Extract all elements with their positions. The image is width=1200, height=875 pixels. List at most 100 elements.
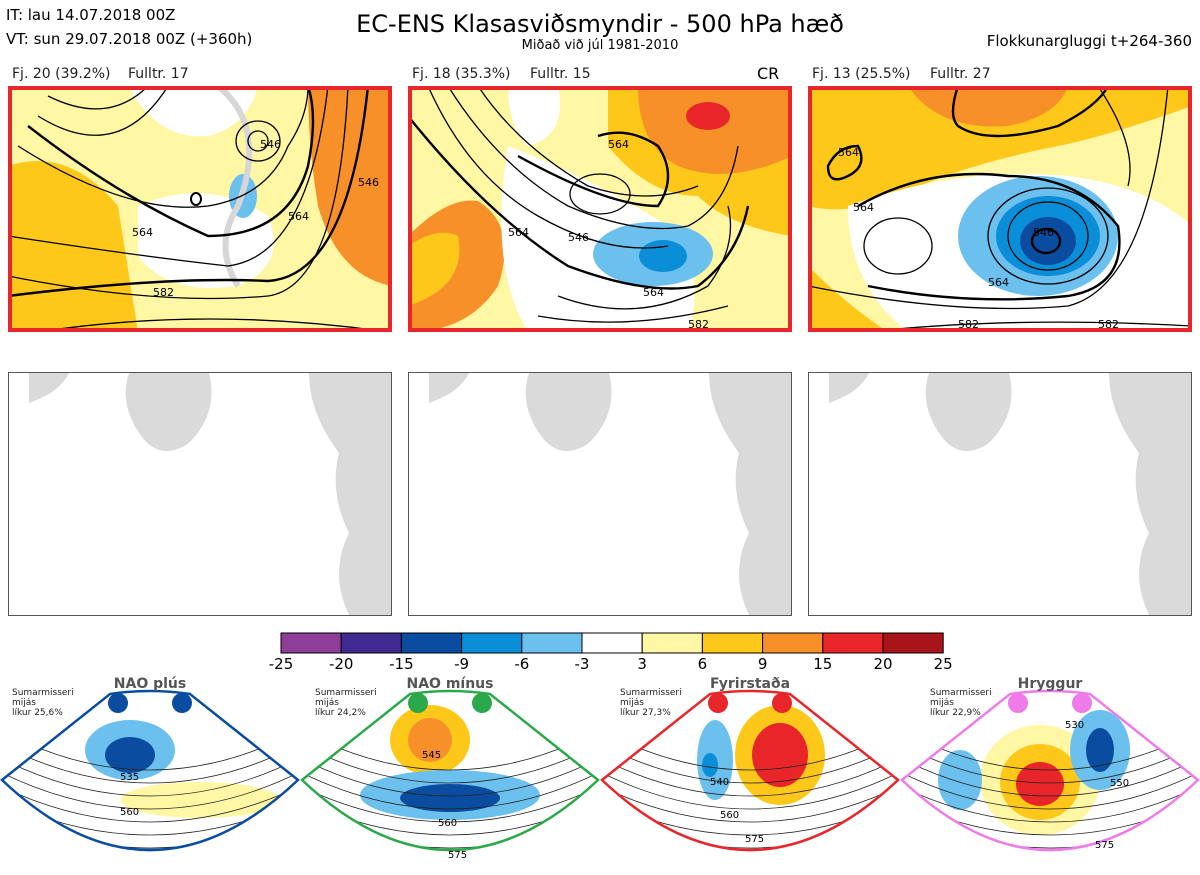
- regime-3-title: Fyrirstaða: [709, 676, 791, 692]
- regime-map-1: 535 560: [0, 670, 300, 871]
- colorbar-segment-1: [340, 632, 402, 654]
- regime-2-info-line: líkur 24,2%: [315, 708, 366, 718]
- cluster-2-label: Fj. 18 (35.3%): [412, 66, 511, 82]
- cluster-3-contour-label-1: 564: [838, 146, 859, 159]
- page-title: EC-ENS Klasasviðsmyndir - 500 hPa hæð: [356, 10, 844, 38]
- colorbar-segment-8: [762, 632, 824, 654]
- cluster-3-contour-label-6: 582: [1098, 318, 1119, 331]
- regime-2-marker-dot: [408, 693, 428, 713]
- regime-4-info-line: Sumarmisseri: [930, 688, 992, 698]
- regime-3-contour-label-2: 560: [720, 810, 739, 821]
- colorbar-segment-3: [461, 632, 523, 654]
- cluster-3-label: Fj. 13 (25.5%): [812, 66, 911, 82]
- regime-1-title: NAO plús: [113, 676, 187, 692]
- regime-3-contour-label-3: 575: [745, 834, 764, 845]
- cluster-2-contour-label-3: 564: [508, 226, 529, 239]
- colorbar-tick-5: -3: [574, 655, 590, 673]
- cluster-1-contour-label-1: 546: [260, 138, 281, 151]
- cluster-3-contour-label-5: 564: [853, 201, 874, 214]
- regime-2-contour-label-2: 560: [438, 818, 457, 829]
- regime-1-outline: [0, 689, 300, 852]
- regime-4-info-line: líkur 22,9%: [930, 708, 981, 718]
- cluster-3-contour-label-4: 582: [958, 318, 979, 331]
- regime-2-contour-label-1: 545: [422, 750, 441, 761]
- colorbar-tick-7: 6: [697, 655, 708, 673]
- cluster-2-contour-label-2: 546: [568, 231, 589, 244]
- init-time: IT: lau 14.07.2018 00Z: [6, 6, 176, 24]
- regime-1-contour-label-1: 535: [120, 772, 139, 783]
- colorbar-tick-10: 20: [873, 655, 893, 673]
- regime-4-contour-label-1: 530: [1065, 720, 1084, 731]
- regime-1-info-line: Sumarmisseri: [12, 688, 74, 698]
- regime-3-marker-dot: [772, 693, 792, 713]
- regime-2-info-line: mijás: [315, 698, 339, 708]
- regime-4-contour-label-2: 550: [1110, 778, 1129, 789]
- colorbar-segment-10: [882, 632, 944, 654]
- regime-1-marker-dot: [172, 693, 192, 713]
- colorbar-segment-5: [581, 632, 643, 654]
- classification-window: Flokkunargluggi t+264-360: [986, 32, 1192, 50]
- empty-map-3: [808, 372, 1192, 616]
- cluster-map-2: 564 546 564 582 564: [408, 86, 792, 332]
- colorbar-tick-9: 15: [813, 655, 833, 673]
- regime-3-contour-label-1: 540: [710, 777, 729, 788]
- colorbar-segment-4: [521, 632, 583, 654]
- regime-map-2: 545 560 575: [300, 670, 600, 871]
- page-subtitle: Miðað við júl 1981-2010: [521, 38, 679, 53]
- colorbar-tick-3: -9: [454, 655, 470, 673]
- regime-3-info-line: mijás: [620, 698, 644, 708]
- regime-4-contour-label-3: 575: [1095, 840, 1114, 851]
- regime-2-info: Sumarmisseri mijás líkur 24,2%: [315, 688, 377, 718]
- cluster-map-1: 546 564 582 564 546: [8, 86, 392, 332]
- regime-1-contour-label-2: 560: [120, 807, 139, 818]
- cluster-2-contour-label-5: 564: [643, 286, 664, 299]
- regime-3-marker-dot: [708, 693, 728, 713]
- colorbar-segment-9: [822, 632, 884, 654]
- colorbar-segment-0: [280, 632, 342, 654]
- cluster-2-extra: CR: [757, 64, 780, 83]
- valid-time: VT: sun 29.07.2018 00Z (+360h): [6, 30, 253, 48]
- colorbar-tick-8: 9: [757, 655, 768, 673]
- colorbar-tick-4: -6: [514, 655, 530, 673]
- regime-2-outline: [300, 689, 600, 852]
- regime-4-title: Hryggur: [1017, 676, 1083, 692]
- colorbar-tick-1: -20: [328, 655, 354, 673]
- regime-1-info-line: mijás: [12, 698, 36, 708]
- cluster-1-label: Fj. 20 (39.2%): [12, 66, 111, 82]
- regime-3-info-line: líkur 27,3%: [620, 708, 671, 718]
- cluster-map-3: 564 546 564 582 564 582: [808, 86, 1192, 332]
- cluster-1-rep: Fulltr. 17: [128, 66, 189, 82]
- regime-4-outline: [900, 689, 1200, 852]
- cluster-3-contour-label-2: 546: [1033, 226, 1054, 239]
- regime-1-marker-dot: [108, 693, 128, 713]
- empty-map-2: [408, 372, 792, 616]
- regime-4-info-line: mijás: [930, 698, 954, 708]
- colorbar-tick-6: 3: [637, 655, 647, 673]
- empty-map-1: [8, 372, 392, 616]
- colorbar-tick-0: -25: [268, 655, 294, 673]
- cluster-1-contour-label-2: 564: [132, 226, 153, 239]
- cluster-3-rep: Fulltr. 27: [930, 66, 991, 82]
- colorbar-segment-6: [641, 632, 703, 654]
- regime-3-outline: [600, 689, 900, 852]
- regime-map-4: 530 550 575: [900, 670, 1200, 871]
- colorbar-tick-2: -15: [389, 655, 414, 673]
- cluster-2-contour-label-1: 564: [608, 138, 629, 151]
- cluster-1-contour-label-5: 546: [358, 176, 379, 189]
- regime-1-info: Sumarmisseri mijás líkur 25,6%: [12, 688, 74, 718]
- regime-2-info-line: Sumarmisseri: [315, 688, 377, 698]
- colorbar-segment-2: [400, 632, 463, 654]
- regime-3-info: Sumarmisseri mijás líkur 27,3%: [620, 688, 682, 718]
- regime-3-info-line: Sumarmisseri: [620, 688, 682, 698]
- colorbar-segment-7: [701, 632, 764, 654]
- regime-1-info-line: líkur 25,6%: [12, 708, 63, 718]
- regime-2-marker-dot: [472, 693, 492, 713]
- cluster-1-contour-label-4: 564: [288, 210, 309, 223]
- regime-4-marker-dot: [1008, 693, 1028, 713]
- regime-2-title: NAO mínus: [406, 676, 494, 692]
- cluster-3-contour-label-3: 564: [988, 276, 1009, 289]
- regime-2-contour-label-3: 575: [448, 850, 467, 861]
- cluster-1-contour-label-3: 582: [153, 286, 174, 299]
- cluster-2-contour-label-4: 582: [688, 318, 709, 331]
- colorbar-tick-11: 25: [933, 655, 953, 673]
